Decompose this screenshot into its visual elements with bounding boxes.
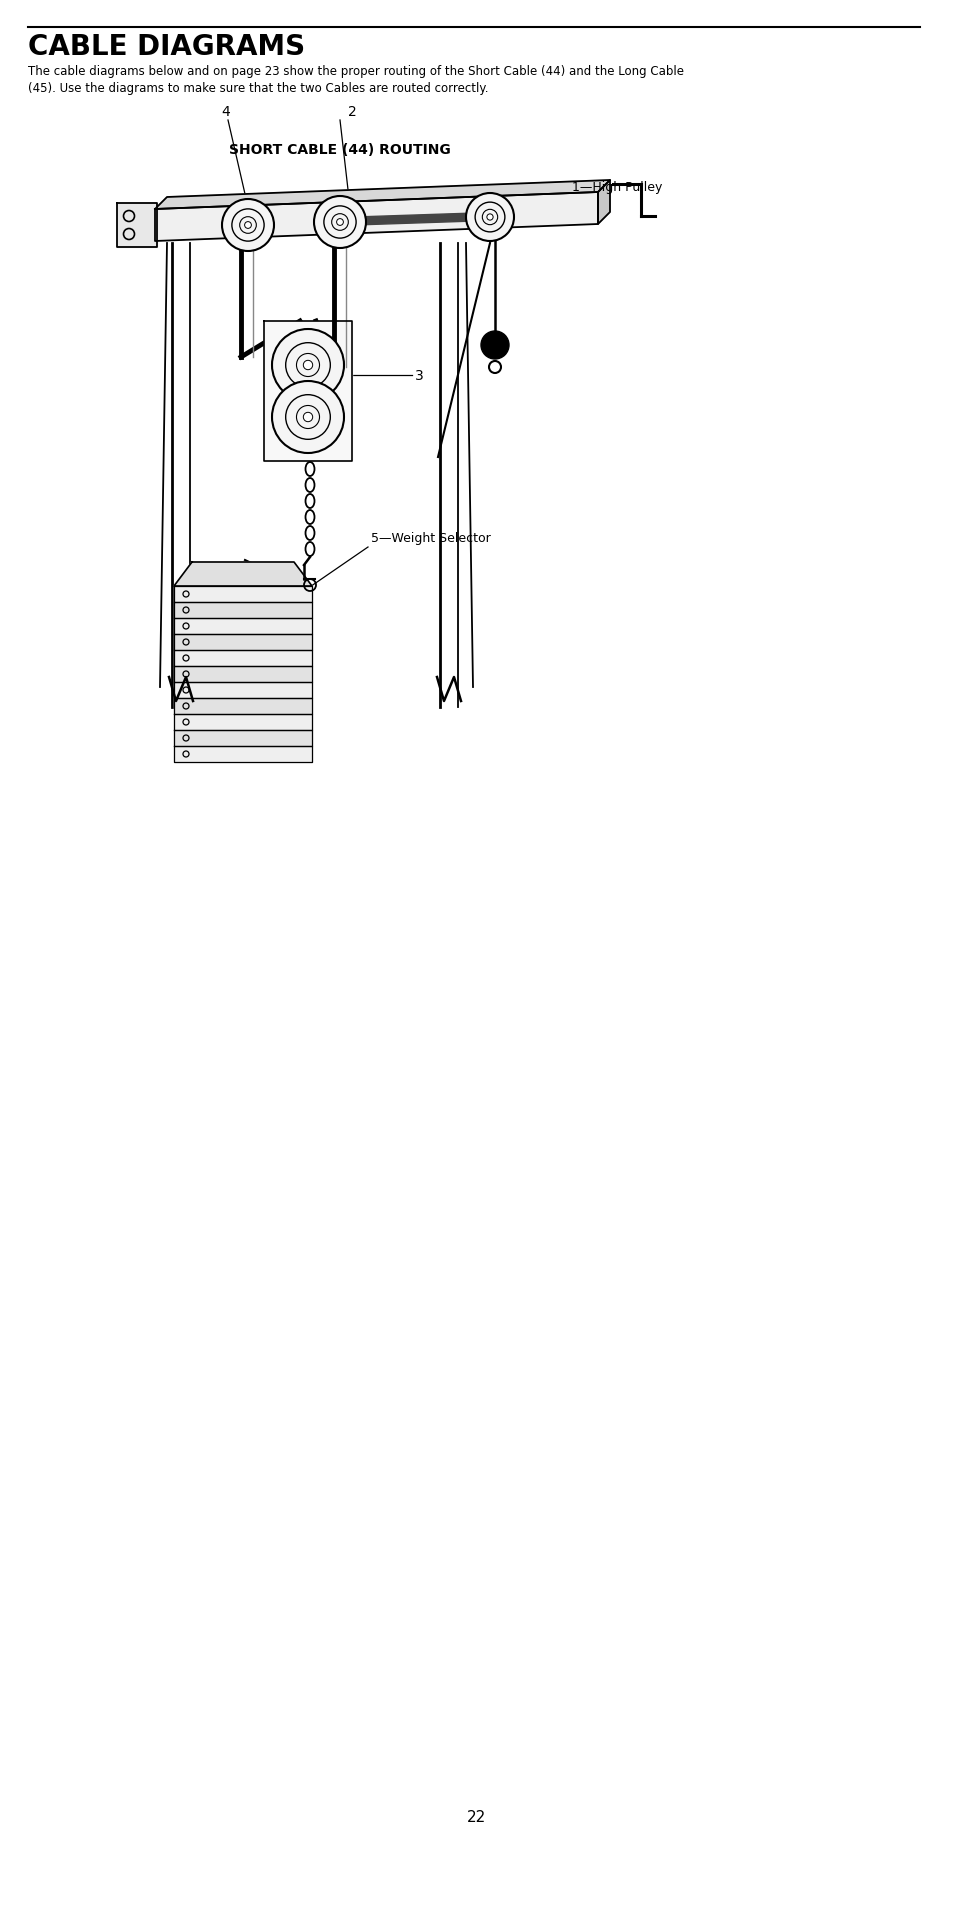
Polygon shape [173, 667, 312, 683]
Polygon shape [154, 181, 609, 210]
Polygon shape [173, 587, 312, 603]
Polygon shape [264, 322, 352, 461]
Text: 5—Weight Selector: 5—Weight Selector [371, 532, 490, 545]
Polygon shape [117, 204, 157, 248]
Circle shape [244, 223, 252, 229]
Text: CABLE DIAGRAMS: CABLE DIAGRAMS [28, 32, 305, 61]
Polygon shape [173, 603, 312, 618]
Polygon shape [173, 650, 312, 667]
Polygon shape [173, 618, 312, 635]
Polygon shape [173, 698, 312, 715]
Circle shape [486, 215, 493, 221]
Text: 3: 3 [415, 368, 423, 383]
Circle shape [303, 360, 313, 370]
Circle shape [480, 332, 509, 360]
Polygon shape [154, 193, 598, 242]
Circle shape [222, 200, 274, 252]
Polygon shape [173, 635, 312, 650]
Text: (45). Use the diagrams to make sure that the two Cables are routed correctly.: (45). Use the diagrams to make sure that… [28, 82, 488, 95]
Polygon shape [173, 563, 312, 587]
Polygon shape [173, 730, 312, 748]
Circle shape [272, 381, 344, 454]
Circle shape [272, 330, 344, 402]
Polygon shape [173, 715, 312, 730]
Text: 4: 4 [221, 105, 230, 118]
Text: The cable diagrams below and on page 23 show the proper routing of the Short Cab: The cable diagrams below and on page 23 … [28, 65, 683, 78]
Text: 2: 2 [347, 105, 356, 118]
Circle shape [314, 196, 366, 250]
Polygon shape [173, 683, 312, 698]
Text: 22: 22 [467, 1810, 486, 1825]
Circle shape [303, 414, 313, 423]
Circle shape [336, 219, 343, 227]
Polygon shape [598, 181, 609, 225]
Circle shape [465, 195, 514, 242]
Text: 1—High Pulley: 1—High Pulley [572, 181, 661, 195]
Polygon shape [355, 214, 475, 225]
Text: SHORT CABLE (44) ROUTING: SHORT CABLE (44) ROUTING [229, 143, 451, 156]
Polygon shape [173, 748, 312, 763]
